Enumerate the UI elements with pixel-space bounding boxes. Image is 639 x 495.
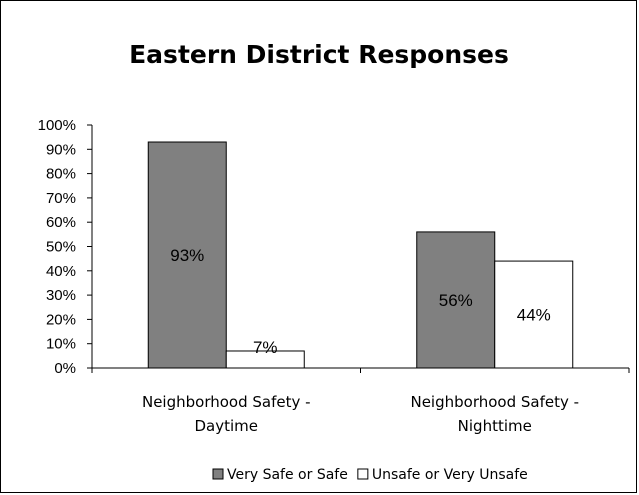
bar-safe bbox=[416, 231, 496, 369]
x-category-label: Neighborhood Safety - bbox=[410, 393, 579, 411]
y-tick-label: 60% bbox=[46, 214, 76, 231]
chart-title: Eastern District Responses bbox=[129, 40, 509, 69]
y-tick-label: 100% bbox=[38, 117, 76, 134]
legend-label: Very Safe or Safe bbox=[227, 467, 348, 483]
data-label: 44% bbox=[517, 306, 551, 325]
legend-swatch-unsafe bbox=[357, 468, 369, 480]
x-category-label: Nighttime bbox=[458, 417, 532, 435]
y-tick-label: 0% bbox=[54, 360, 76, 377]
data-label: 56% bbox=[439, 291, 473, 310]
x-category-label: Neighborhood Safety - bbox=[142, 393, 311, 411]
bar-unsafe bbox=[494, 260, 574, 369]
y-tick-label: 70% bbox=[46, 190, 76, 207]
bar-unsafe bbox=[225, 350, 305, 369]
legend-label: Unsafe or Very Unsafe bbox=[372, 467, 528, 483]
y-tick-label: 10% bbox=[46, 336, 76, 353]
y-tick-label: 50% bbox=[46, 239, 76, 256]
y-tick-label: 20% bbox=[46, 311, 76, 328]
bar-safe bbox=[147, 141, 227, 369]
data-label: 93% bbox=[170, 246, 204, 265]
legend-swatch-safe bbox=[212, 468, 224, 480]
x-category-label: Daytime bbox=[194, 417, 258, 435]
y-tick-label: 30% bbox=[46, 287, 76, 304]
y-tick-label: 80% bbox=[46, 166, 76, 183]
y-tick-label: 40% bbox=[46, 263, 76, 280]
y-tick-label: 90% bbox=[46, 141, 76, 158]
data-label: 7% bbox=[253, 338, 278, 357]
